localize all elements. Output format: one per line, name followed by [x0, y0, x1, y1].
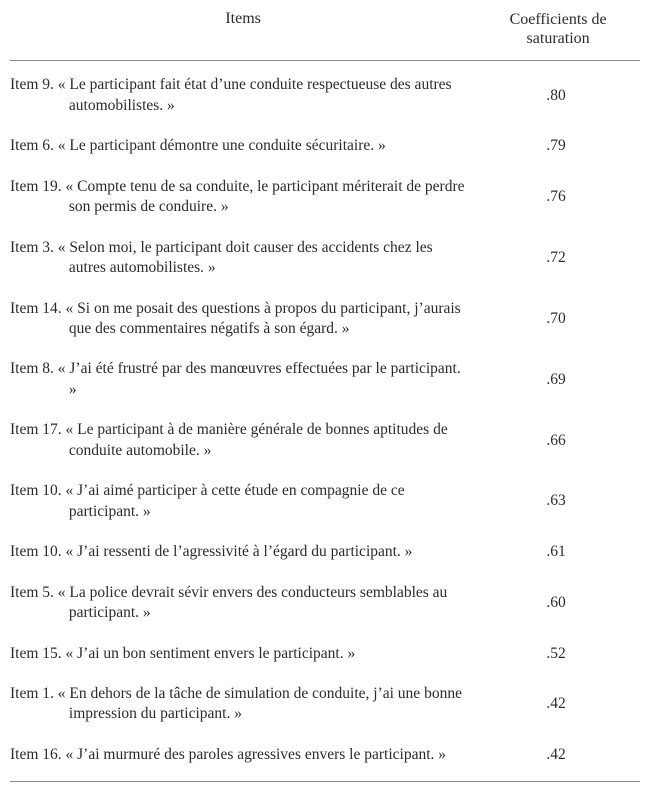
- item-text: Item 16. « J’ai murmuré des paroles agre…: [10, 735, 476, 782]
- item-text: Item 19. « Compte tenu de sa conduite, l…: [10, 167, 476, 228]
- item-text: Item 8. « J’ai été frustré par des manœu…: [10, 349, 476, 410]
- coefficient-value: .76: [476, 167, 640, 228]
- column-header-items: Items: [10, 8, 476, 61]
- table-body: Item 9. « Le participant fait état d’une…: [10, 61, 640, 782]
- table-row: Item 5. « La police devrait sévir envers…: [10, 573, 640, 634]
- coefficient-value: .42: [476, 674, 640, 735]
- item-text: Item 10. « J’ai ressenti de l’agressivit…: [10, 532, 476, 572]
- table-row: Item 19. « Compte tenu de sa conduite, l…: [10, 167, 640, 228]
- item-text: Item 5. « La police devrait sévir envers…: [10, 573, 476, 634]
- coefficient-value: .80: [476, 61, 640, 126]
- coefficient-value: .60: [476, 573, 640, 634]
- coefficient-value: .42: [476, 735, 640, 782]
- coefficient-value: .66: [476, 410, 640, 471]
- coef-header-line2: saturation: [527, 30, 590, 47]
- coefficient-value: .70: [476, 289, 640, 350]
- table-row: Item 8. « J’ai été frustré par des manœu…: [10, 349, 640, 410]
- table-row: Item 1. « En dehors de la tâche de simul…: [10, 674, 640, 735]
- coefficient-value: .72: [476, 228, 640, 289]
- item-text: Item 17. « Le participant à de manière g…: [10, 410, 476, 471]
- coef-header-line1: Coefficients de: [510, 11, 607, 28]
- table-row: Item 15. « J’ai un bon sentiment envers …: [10, 634, 640, 674]
- coefficient-value: .69: [476, 349, 640, 410]
- item-text: Item 15. « J’ai un bon sentiment envers …: [10, 634, 476, 674]
- coefficient-value: .63: [476, 471, 640, 532]
- coefficient-value: .79: [476, 126, 640, 166]
- table-row: Item 6. « Le participant démontre une co…: [10, 126, 640, 166]
- table-row: Item 16. « J’ai murmuré des paroles agre…: [10, 735, 640, 782]
- item-text: Item 3. « Selon moi, le participant doit…: [10, 228, 476, 289]
- table-row: Item 9. « Le participant fait état d’une…: [10, 61, 640, 126]
- table-row: Item 10. « J’ai aimé participer à cette …: [10, 471, 640, 532]
- table-row: Item 3. « Selon moi, le participant doit…: [10, 228, 640, 289]
- coefficient-value: .52: [476, 634, 640, 674]
- table-row: Item 17. « Le participant à de manière g…: [10, 410, 640, 471]
- table-row: Item 10. « J’ai ressenti de l’agressivit…: [10, 532, 640, 572]
- item-text: Item 1. « En dehors de la tâche de simul…: [10, 674, 476, 735]
- item-text: Item 14. « Si on me posait des questions…: [10, 289, 476, 350]
- coefficient-value: .61: [476, 532, 640, 572]
- column-header-coefficients: Coefficients de saturation: [476, 8, 640, 61]
- saturation-coefficients-table: Items Coefficients de saturation Item 9.…: [10, 8, 640, 782]
- table-row: Item 14. « Si on me posait des questions…: [10, 289, 640, 350]
- item-text: Item 9. « Le participant fait état d’une…: [10, 61, 476, 126]
- item-text: Item 10. « J’ai aimé participer à cette …: [10, 471, 476, 532]
- item-text: Item 6. « Le participant démontre une co…: [10, 126, 476, 166]
